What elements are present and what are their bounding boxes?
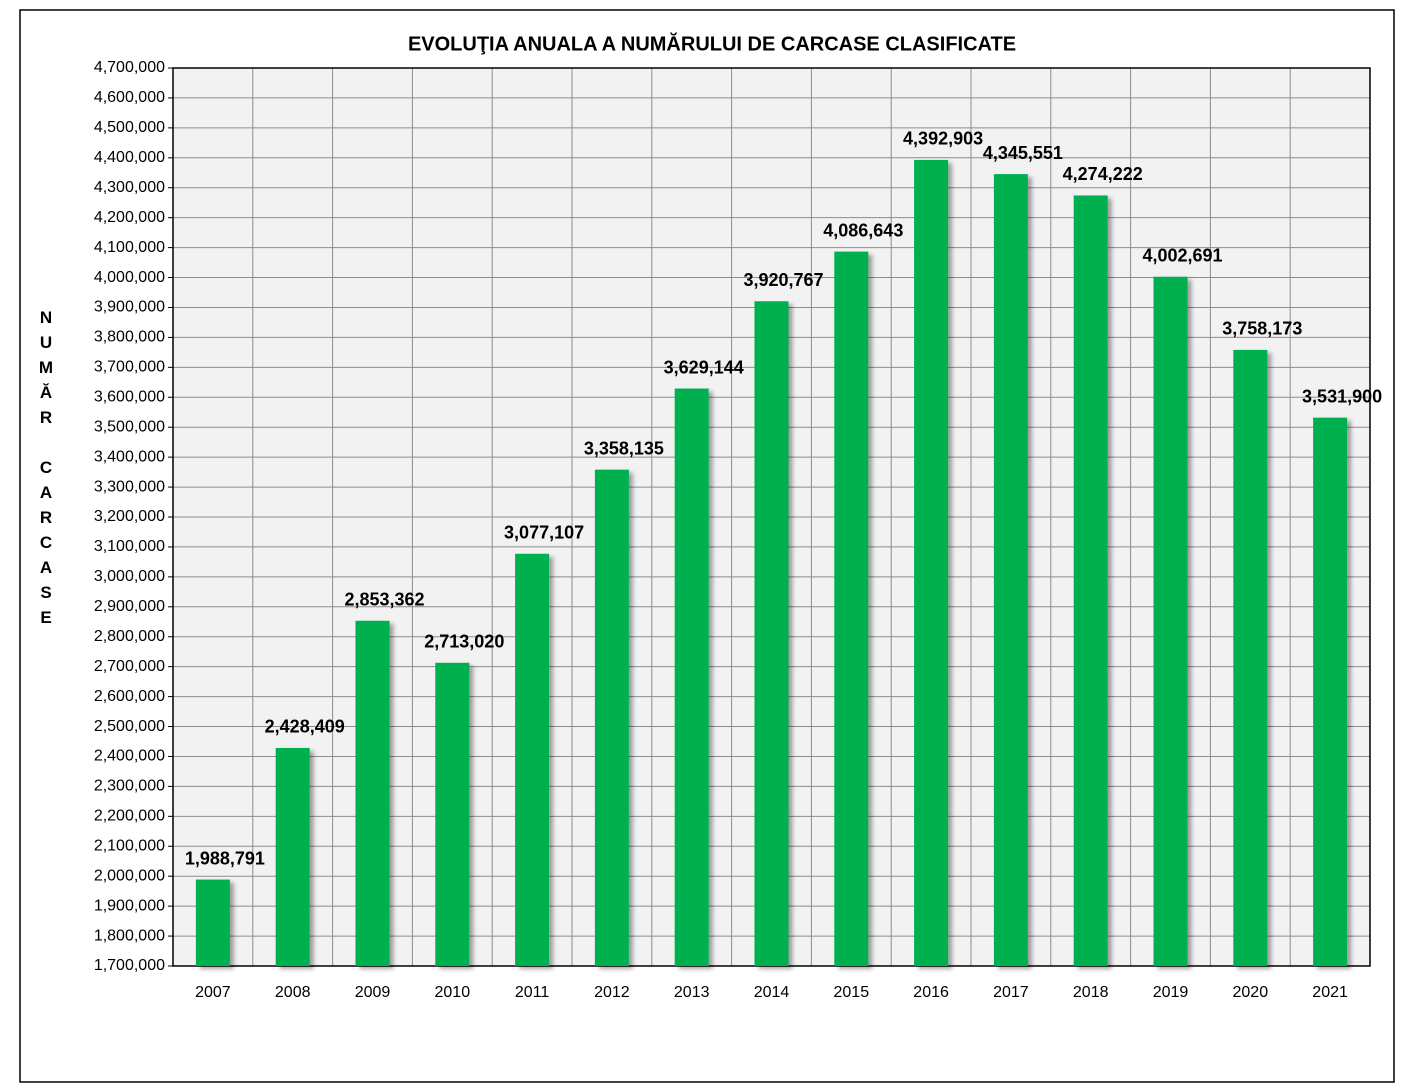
y-tick-label: 2,300,000 — [94, 778, 165, 795]
chart-title: EVOLUŢIA ANUALA A NUMĂRULUI DE CARCASE C… — [408, 32, 1016, 55]
y-tick-label: 2,400,000 — [94, 748, 165, 765]
value-label: 2,853,362 — [344, 590, 424, 610]
y-tick-label: 4,100,000 — [94, 239, 165, 256]
y-tick-label: 3,800,000 — [94, 329, 165, 346]
x-tick-label: 2016 — [913, 984, 949, 1001]
y-tick-label: 4,700,000 — [94, 59, 165, 76]
x-tick-label: 2007 — [195, 984, 231, 1001]
y-tick-label: 1,900,000 — [94, 897, 165, 914]
bar — [993, 174, 1028, 967]
y-tick-label: 3,900,000 — [94, 299, 165, 316]
y-tick-label: 2,800,000 — [94, 628, 165, 645]
y-tick-label: 2,100,000 — [94, 837, 165, 854]
y-tick-label: 2,700,000 — [94, 658, 165, 675]
value-label: 4,002,691 — [1142, 245, 1222, 265]
bar — [435, 662, 470, 966]
x-tick-label: 2010 — [435, 984, 471, 1001]
y-tick-label: 3,200,000 — [94, 508, 165, 525]
x-tick-label: 2018 — [1073, 984, 1109, 1001]
y-tick-label: 3,600,000 — [94, 388, 165, 405]
y-tick-label: 2,200,000 — [94, 808, 165, 825]
y-tick-label: 4,300,000 — [94, 179, 165, 196]
bar — [1073, 195, 1108, 966]
x-tick-label: 2012 — [594, 984, 630, 1001]
y-tick-label: 3,100,000 — [94, 538, 165, 555]
y-tick-label: 4,500,000 — [94, 119, 165, 136]
value-label: 1,988,791 — [185, 848, 265, 868]
y-tick-label: 4,200,000 — [94, 209, 165, 226]
x-tick-label: 2013 — [674, 984, 710, 1001]
y-axis-label: NUMĂR CARCASE — [37, 308, 56, 633]
y-tick-label: 4,400,000 — [94, 149, 165, 166]
y-tick-label: 4,000,000 — [94, 269, 165, 286]
value-label: 3,758,173 — [1222, 319, 1302, 339]
y-tick-label: 3,000,000 — [94, 568, 165, 585]
x-tick-label: 2008 — [275, 984, 311, 1001]
x-tick-label: 2015 — [834, 984, 870, 1001]
y-tick-label: 2,900,000 — [94, 598, 165, 615]
value-label: 3,077,107 — [504, 523, 584, 543]
value-label: 2,713,020 — [424, 632, 504, 652]
bar — [1153, 276, 1188, 967]
bar — [834, 251, 869, 966]
y-tick-label: 2,000,000 — [94, 867, 165, 884]
x-tick-label: 2009 — [355, 984, 391, 1001]
bar — [674, 388, 709, 966]
value-label: 3,358,135 — [584, 438, 664, 458]
y-tick-label: 2,500,000 — [94, 718, 165, 735]
x-tick-label: 2021 — [1312, 984, 1348, 1001]
x-tick-label: 2011 — [515, 984, 550, 1001]
bar — [515, 553, 550, 966]
value-label: 4,345,551 — [983, 143, 1063, 163]
y-tick-label: 1,700,000 — [94, 957, 165, 974]
bar — [1233, 349, 1268, 966]
x-tick-label: 2020 — [1233, 984, 1269, 1001]
value-label: 4,392,903 — [903, 129, 983, 149]
bar — [275, 747, 310, 966]
y-tick-label: 3,300,000 — [94, 478, 165, 495]
x-tick-label: 2014 — [754, 984, 790, 1001]
y-tick-label: 3,400,000 — [94, 448, 165, 465]
y-tick-label: 3,500,000 — [94, 418, 165, 435]
bar — [355, 620, 390, 966]
value-label: 4,086,643 — [823, 220, 903, 240]
value-label: 4,274,222 — [1063, 164, 1143, 184]
y-tick-label: 4,600,000 — [94, 89, 165, 106]
bar — [195, 879, 230, 966]
value-label: 3,920,767 — [743, 270, 823, 290]
y-tick-label: 3,700,000 — [94, 359, 165, 376]
x-tick-label: 2017 — [993, 984, 1029, 1001]
bar — [914, 159, 949, 966]
x-tick-label: 2019 — [1153, 984, 1189, 1001]
value-label: 2,428,409 — [265, 717, 345, 737]
y-tick-label: 1,800,000 — [94, 927, 165, 944]
value-label: 3,531,900 — [1302, 386, 1382, 406]
bar — [1313, 417, 1348, 967]
y-tick-label: 2,600,000 — [94, 688, 165, 705]
bar — [754, 301, 789, 967]
value-label: 3,629,144 — [664, 357, 744, 377]
bar — [594, 469, 629, 966]
